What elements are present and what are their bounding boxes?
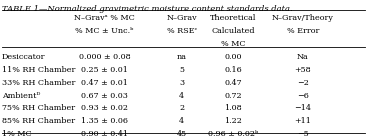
Text: na: na: [177, 53, 187, 61]
Text: Calculated: Calculated: [211, 27, 255, 35]
Text: +58: +58: [294, 66, 311, 74]
Text: 0.47 ± 0.01: 0.47 ± 0.01: [81, 79, 128, 87]
Text: 0.16: 0.16: [224, 66, 242, 74]
Text: 33% RH Chamber: 33% RH Chamber: [2, 79, 75, 87]
Text: 1.35 ± 0.06: 1.35 ± 0.06: [81, 117, 128, 125]
Text: 4: 4: [179, 92, 184, 100]
Text: 3: 3: [179, 79, 184, 87]
Text: % MC ± Unc.ᵇ: % MC ± Unc.ᵇ: [75, 27, 134, 35]
Text: N–Grav/Theory: N–Grav/Theory: [272, 14, 334, 22]
Text: 0.72: 0.72: [224, 92, 242, 100]
Text: 0.93 ± 0.02: 0.93 ± 0.02: [81, 104, 128, 112]
Text: N–Grav: N–Grav: [166, 14, 197, 22]
Text: +11: +11: [294, 117, 311, 125]
Text: 11% RH Chamber: 11% RH Chamber: [2, 66, 75, 74]
Text: 0.90 ± 0.41: 0.90 ± 0.41: [81, 130, 128, 137]
Text: Theoretical: Theoretical: [210, 14, 256, 22]
Text: 85% RH Chamber: 85% RH Chamber: [2, 117, 75, 125]
Text: 0.00: 0.00: [224, 53, 242, 61]
Text: −5: −5: [297, 130, 309, 137]
Text: −6: −6: [297, 92, 309, 100]
Text: Ambientᴰ: Ambientᴰ: [2, 92, 40, 100]
Text: 1% MC: 1% MC: [2, 130, 32, 137]
Text: Desiccator: Desiccator: [2, 53, 46, 61]
Text: % MC: % MC: [221, 40, 245, 48]
Text: −14: −14: [294, 104, 311, 112]
Text: 45: 45: [177, 130, 187, 137]
Text: 1.08: 1.08: [224, 104, 242, 112]
Text: 2: 2: [179, 104, 184, 112]
Text: 1.22: 1.22: [224, 117, 242, 125]
Text: 4: 4: [179, 117, 184, 125]
Text: −2: −2: [297, 79, 309, 87]
Text: 0.25 ± 0.01: 0.25 ± 0.01: [81, 66, 128, 74]
Text: 75% RH Chamber: 75% RH Chamber: [2, 104, 75, 112]
Text: Na: Na: [297, 53, 309, 61]
Text: TABLE 1—Normalized gravimetric moisture content standards data.: TABLE 1—Normalized gravimetric moisture …: [2, 5, 292, 13]
Text: N–Gravᵃ % MC: N–Gravᵃ % MC: [74, 14, 135, 22]
Text: % Error: % Error: [287, 27, 319, 35]
Text: 5: 5: [179, 66, 184, 74]
Text: 0.96 ± 0.02ᵇ: 0.96 ± 0.02ᵇ: [208, 130, 258, 137]
Text: % RSEᶜ: % RSEᶜ: [167, 27, 197, 35]
Text: 0.000 ± 0.08: 0.000 ± 0.08: [79, 53, 130, 61]
Text: 0.47: 0.47: [224, 79, 242, 87]
Text: 0.67 ± 0.03: 0.67 ± 0.03: [81, 92, 128, 100]
